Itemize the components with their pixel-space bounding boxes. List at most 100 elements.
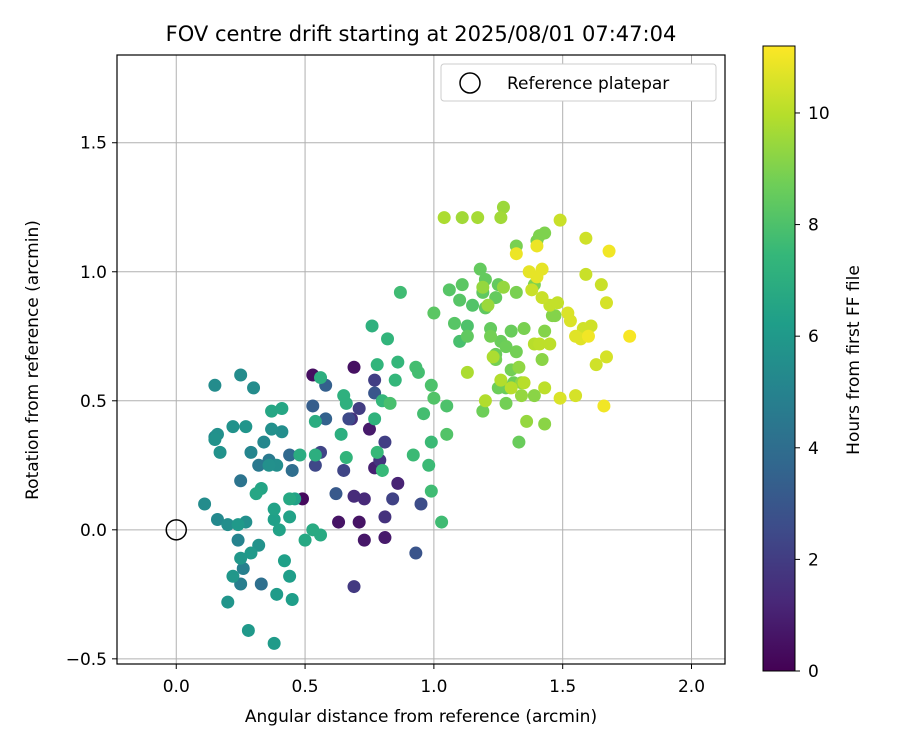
scatter-point bbox=[504, 381, 518, 395]
scatter-point bbox=[553, 391, 567, 405]
scatter-point bbox=[538, 381, 552, 395]
scatter-point bbox=[352, 515, 366, 529]
scatter-point bbox=[553, 213, 567, 227]
scatter-point bbox=[538, 417, 552, 431]
scatter-point bbox=[579, 231, 593, 245]
y-tick-label: −0.5 bbox=[66, 650, 107, 670]
colorbar-gradient bbox=[762, 45, 796, 672]
scatter-point bbox=[442, 283, 456, 297]
colorbar-tick-label: 10 bbox=[808, 104, 830, 124]
scatter-point bbox=[357, 533, 371, 547]
colorbar: 0 2 4 6 8 10 Hours from first FF file bbox=[762, 45, 864, 682]
colorbar-tick-label: 2 bbox=[808, 550, 819, 570]
scatter-point bbox=[342, 412, 356, 426]
scatter-point bbox=[597, 399, 611, 413]
scatter-point bbox=[494, 373, 508, 387]
scatter-point bbox=[623, 329, 637, 343]
scatter-point bbox=[409, 546, 423, 560]
scatter-point bbox=[424, 484, 438, 498]
scatter-point bbox=[471, 211, 485, 225]
scatter-point bbox=[481, 298, 495, 312]
colorbar-tick-label: 6 bbox=[808, 327, 819, 347]
scatter-point bbox=[525, 283, 539, 297]
scatter-point bbox=[486, 350, 500, 364]
scatter-point bbox=[370, 358, 384, 372]
chart-title: FOV centre drift starting at 2025/08/01 … bbox=[166, 22, 677, 46]
scatter-point bbox=[241, 623, 255, 637]
scatter-point bbox=[388, 373, 402, 387]
scatter-point bbox=[275, 425, 289, 439]
scatter-point bbox=[584, 319, 598, 333]
colorbar-ticks: 0 2 4 6 8 10 bbox=[795, 104, 830, 682]
scatter-point bbox=[267, 512, 281, 526]
scatter-point bbox=[538, 226, 552, 240]
scatter-point bbox=[499, 340, 513, 354]
x-axis-label: Angular distance from reference (arcmin) bbox=[245, 707, 597, 727]
scatter-point bbox=[221, 518, 235, 532]
colorbar-label: Hours from first FF file bbox=[844, 265, 864, 455]
scatter-point bbox=[530, 239, 544, 253]
scatter-point bbox=[466, 298, 480, 312]
scatter-point bbox=[453, 293, 467, 307]
scatter-point bbox=[522, 265, 536, 279]
scatter-point bbox=[533, 337, 547, 351]
scatter-point bbox=[272, 523, 286, 537]
scatter-point bbox=[308, 414, 322, 428]
scatter-point bbox=[247, 381, 261, 395]
y-tick-label: 1.0 bbox=[80, 263, 107, 283]
scatter-point bbox=[602, 244, 616, 258]
scatter-point bbox=[308, 458, 322, 472]
scatter-point bbox=[277, 554, 291, 568]
legend-label: Reference platepar bbox=[507, 74, 669, 94]
scatter-point bbox=[275, 402, 289, 416]
scatter-point bbox=[563, 314, 577, 328]
scatter-point bbox=[378, 435, 392, 449]
scatter-point bbox=[283, 492, 297, 506]
scatter-point bbox=[314, 371, 328, 385]
scatter-point bbox=[368, 373, 382, 387]
scatter-point bbox=[496, 280, 510, 294]
grid bbox=[117, 55, 725, 664]
scatter-point bbox=[383, 396, 397, 410]
scatter-point bbox=[293, 448, 307, 462]
scatter-point bbox=[378, 510, 392, 524]
scatter-point bbox=[283, 569, 297, 583]
scatter-point bbox=[520, 414, 534, 428]
scatter-point bbox=[581, 329, 595, 343]
scatter-point bbox=[478, 394, 492, 408]
scatter-point bbox=[285, 592, 299, 606]
scatter-point bbox=[339, 451, 353, 465]
scatter-point bbox=[375, 463, 389, 477]
scatter-point bbox=[427, 306, 441, 320]
scatter-point bbox=[244, 546, 258, 560]
colorbar-tick-label: 8 bbox=[808, 216, 819, 236]
scatter-point bbox=[234, 368, 248, 382]
x-axis-ticks: 0.0 0.5 1.0 1.5 2.0 bbox=[163, 664, 705, 697]
scatter-point bbox=[599, 350, 613, 364]
scatter-point bbox=[226, 569, 240, 583]
scatter-point bbox=[440, 399, 454, 413]
legend: Reference platepar bbox=[440, 63, 717, 102]
scatter-point bbox=[417, 407, 431, 421]
scatter-point bbox=[551, 296, 565, 310]
scatter-point bbox=[249, 487, 263, 501]
scatter-point bbox=[517, 322, 531, 336]
plot-frame bbox=[116, 54, 726, 665]
scatter-point bbox=[208, 378, 222, 392]
scatter-point bbox=[517, 376, 531, 390]
scatter-point bbox=[283, 510, 297, 524]
scatter-point bbox=[579, 267, 593, 281]
scatter-point bbox=[314, 528, 328, 542]
legend-box bbox=[440, 63, 717, 102]
scatter-point bbox=[504, 324, 518, 338]
scatter-point bbox=[347, 360, 361, 374]
scatter-point bbox=[476, 280, 490, 294]
legend-marker-icon bbox=[459, 72, 481, 94]
scatter-point bbox=[569, 329, 583, 343]
scatter-point bbox=[447, 316, 461, 330]
scatter-point bbox=[545, 309, 559, 323]
scatter-point bbox=[494, 211, 508, 225]
scatter-point bbox=[424, 378, 438, 392]
scatter-point bbox=[484, 329, 498, 343]
